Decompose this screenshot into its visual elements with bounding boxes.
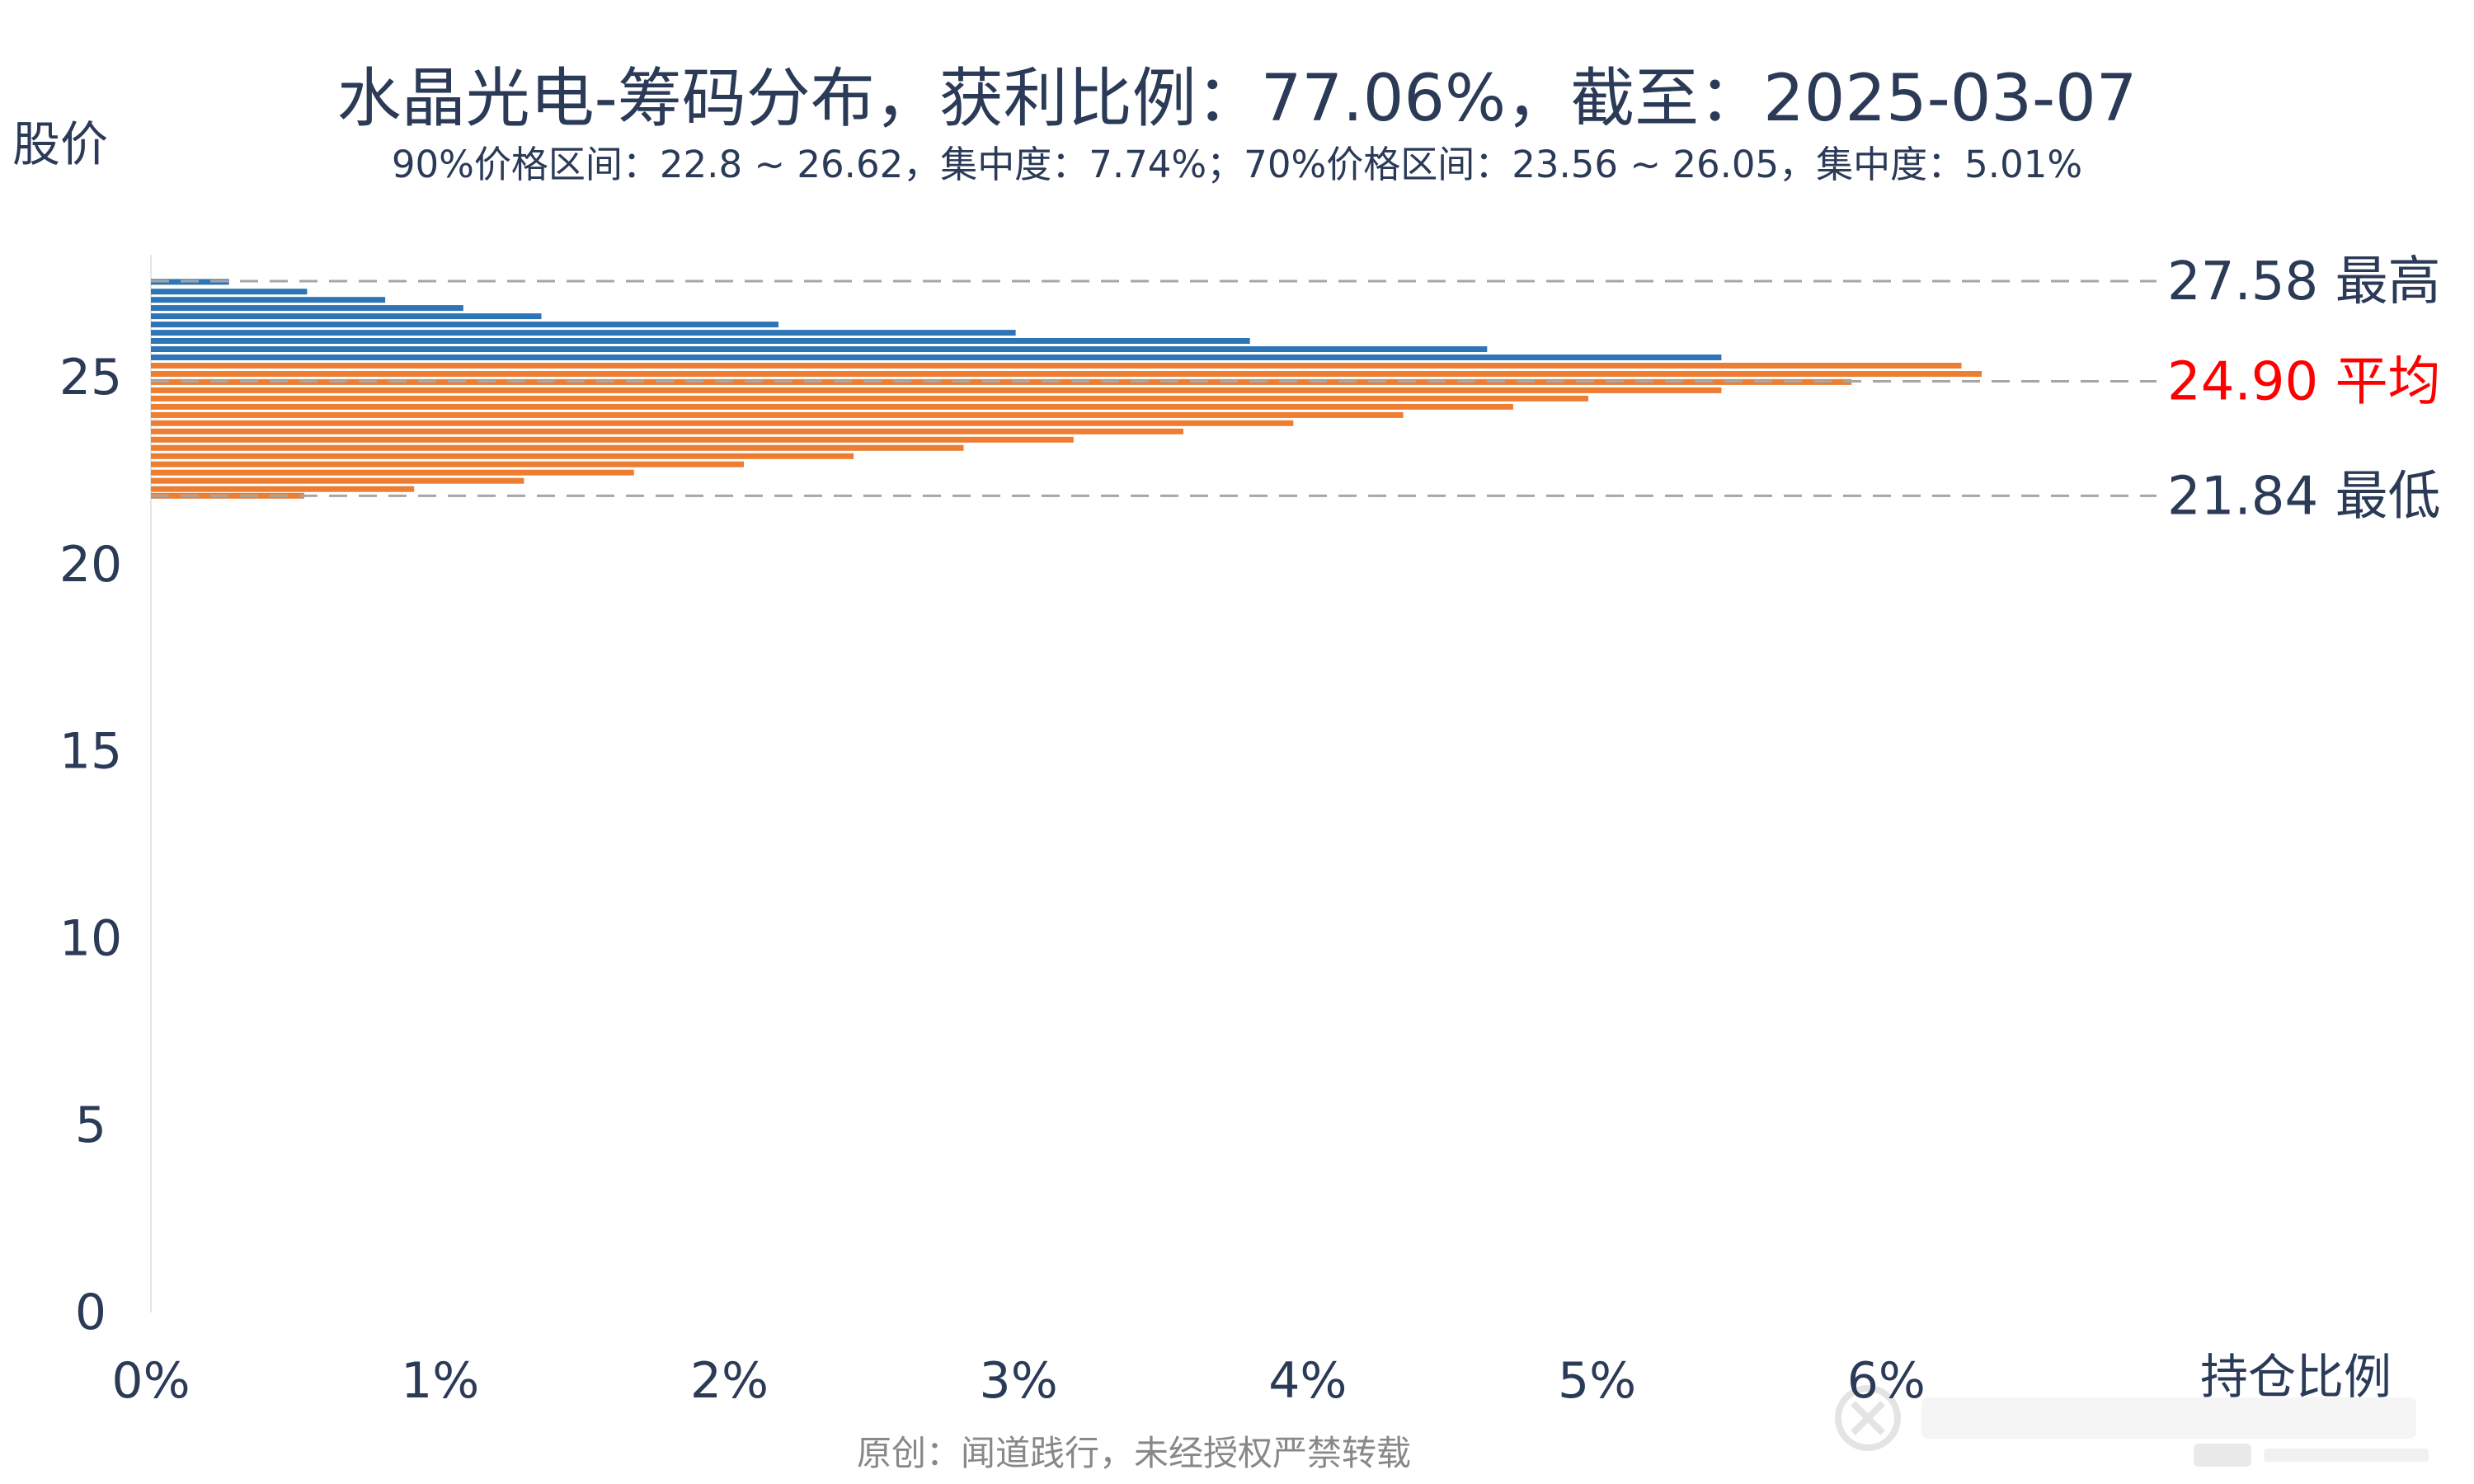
footer-credit: 原创：闻道践行，未经授权严禁转载 <box>857 1433 1412 1473</box>
chip-bar <box>151 444 964 451</box>
chip-bar <box>151 338 1250 344</box>
sina-watermark <box>2194 1439 2433 1472</box>
chip-bar <box>151 378 1852 385</box>
chip-bar <box>151 436 1074 443</box>
y-tick-label: 25 <box>59 349 122 406</box>
y-tick-label: 10 <box>59 909 122 967</box>
chip-bar <box>151 395 1588 402</box>
reference-label: 21.84 最低 <box>2167 466 2441 527</box>
x-tick-label: 6% <box>1847 1352 1926 1410</box>
y-tick-label: 20 <box>59 536 122 594</box>
chip-bar <box>151 469 634 476</box>
x-axis-label: 持仓比例 <box>2200 1349 2392 1405</box>
x-tick-label: 0% <box>111 1352 190 1410</box>
xueqiu-watermark <box>1831 1381 2433 1455</box>
chip-bar <box>151 297 386 303</box>
chip-bar <box>151 420 1294 426</box>
chip-bar <box>151 305 463 312</box>
chip-bar <box>151 411 1404 418</box>
x-tick-label: 1% <box>401 1352 479 1410</box>
y-axis-label: 股价 <box>12 116 109 172</box>
y-tick-label: 5 <box>75 1097 106 1154</box>
chip-bar <box>151 403 1513 410</box>
x-tick-label: 4% <box>1268 1352 1347 1410</box>
y-tick-label: 0 <box>75 1284 106 1341</box>
y-tick-label: 15 <box>59 723 122 781</box>
chip-bar <box>151 330 1016 336</box>
chip-bar <box>151 346 1488 352</box>
chip-bar <box>151 289 308 295</box>
chip-bar <box>151 461 744 467</box>
chip-bar <box>151 363 1962 369</box>
x-tick-label: 2% <box>690 1352 769 1410</box>
chart-title: 水晶光电-筹码分布，获利比例：77.06%，截至：2025-03-07 <box>336 62 2138 136</box>
chart-subtitle: 90%价格区间：22.8 ~ 26.62，集中度：7.74%；70%价格区间：2… <box>391 143 2083 186</box>
chip-bar <box>151 322 778 328</box>
chip-bar <box>151 428 1183 434</box>
reference-label: 27.58 最高 <box>2167 251 2441 312</box>
chip-bar <box>151 477 524 484</box>
chip-bar <box>151 313 542 320</box>
x-tick-label: 5% <box>1558 1352 1636 1410</box>
reference-label: 24.90 平均 <box>2167 352 2441 413</box>
chip-bar <box>151 486 415 492</box>
chip-bar <box>151 453 854 459</box>
chip-bar <box>151 371 1982 377</box>
x-tick-label: 3% <box>980 1352 1058 1410</box>
chip-bar <box>151 355 1722 360</box>
chip-bar <box>151 387 1722 393</box>
